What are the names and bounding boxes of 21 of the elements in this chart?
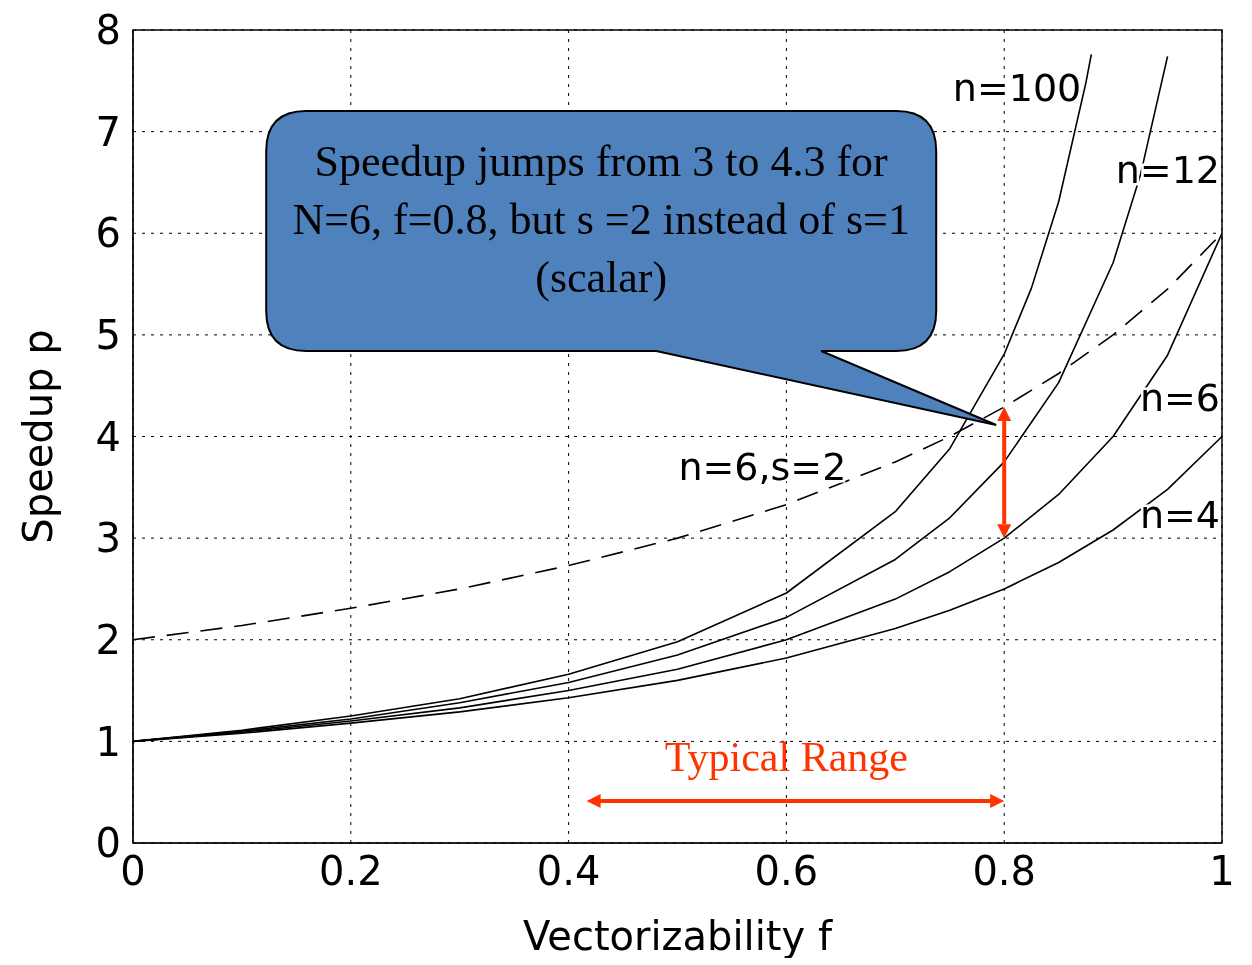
series-label: n=100 xyxy=(952,66,1082,111)
y-tick-label: 7 xyxy=(95,108,121,155)
y-tick-label: 8 xyxy=(95,7,121,54)
series-label: n=4 xyxy=(1139,493,1220,538)
x-tick-label: 1 xyxy=(1209,848,1235,895)
annotation: Typical Range xyxy=(663,733,909,781)
x-tick-label: 0.4 xyxy=(536,848,601,895)
y-axis-title: Speedup p xyxy=(15,329,62,544)
x-axis-title: Vectorizability f xyxy=(523,913,833,959)
y-tick-label: 1 xyxy=(95,718,121,765)
y-tick-label: 3 xyxy=(95,515,121,562)
y-tick-label: 5 xyxy=(95,312,121,359)
y-tick-label: 4 xyxy=(95,413,121,460)
series-label: n=6,s=2 xyxy=(678,445,847,490)
annotation: Speedup jumps from 3 to 4.3 for N=6, f=0.8, but s =2 instead of s=1 (scalar) xyxy=(291,136,911,304)
y-tick-label: 6 xyxy=(95,210,121,257)
x-tick-label: 0.2 xyxy=(318,848,383,895)
y-tick-label: 2 xyxy=(95,616,121,663)
series-label: n=6 xyxy=(1139,376,1220,421)
x-tick-label: 0.6 xyxy=(754,848,819,895)
x-tick-label: 0.8 xyxy=(972,848,1037,895)
